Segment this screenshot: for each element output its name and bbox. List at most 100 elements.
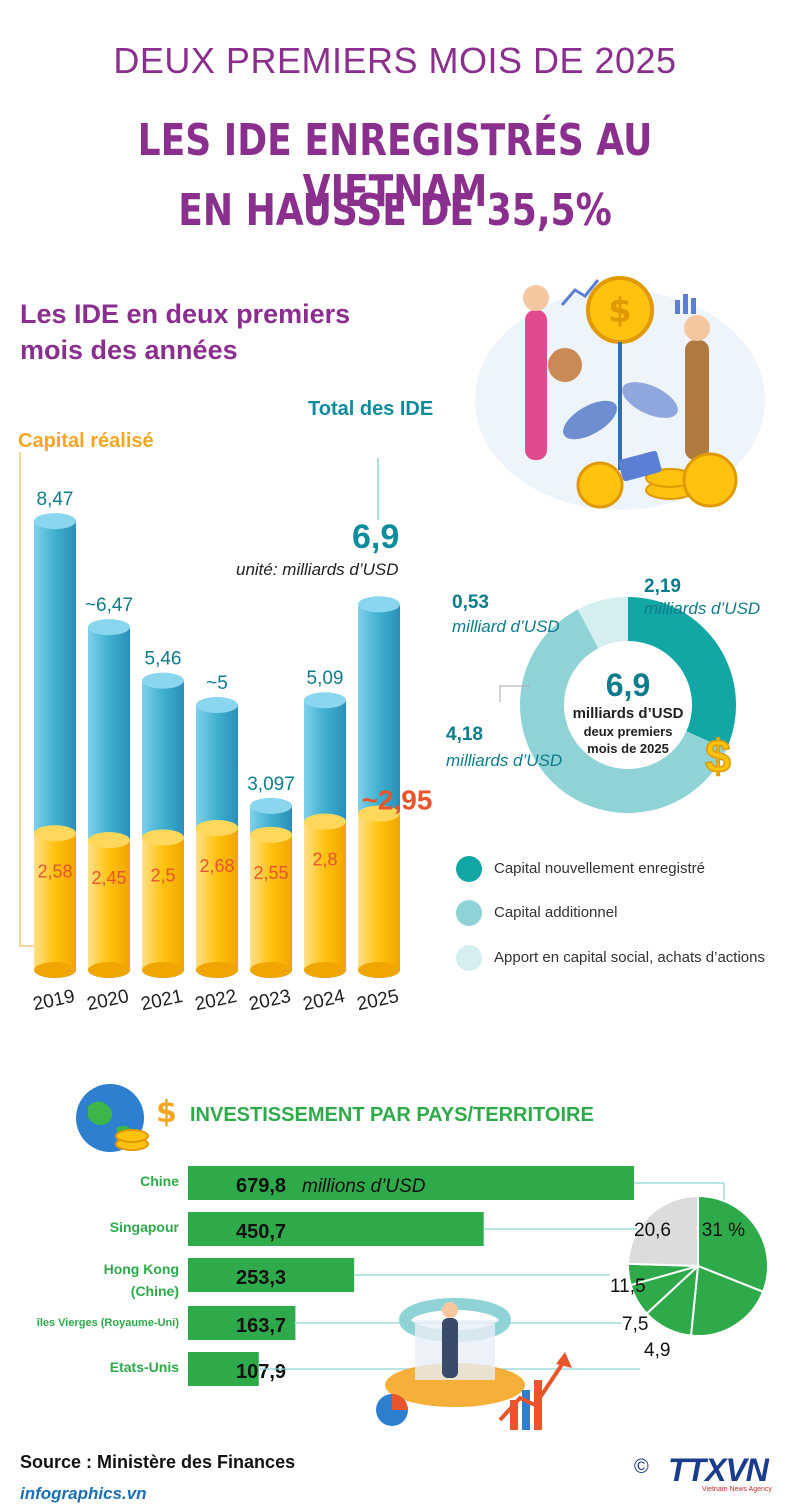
realised-bar-2020 [88, 840, 130, 970]
country-bar-4 [188, 1306, 296, 1340]
total-value-label-2021: 5,46 [145, 649, 182, 670]
investor-woman-head-icon [523, 285, 549, 311]
realised-value-label-2023: 2,55 [253, 863, 288, 883]
mini-bar-icon [675, 300, 680, 314]
realised-value-label-2019: 2,58 [37, 861, 72, 881]
country-pie-label-4: 7,5 [622, 1314, 648, 1335]
leaf-icon [622, 382, 678, 418]
donut-callout-line [499, 685, 530, 702]
realised-bars [34, 805, 400, 978]
country-name-2: Singapour [110, 1219, 180, 1235]
total-bar-top-2019 [34, 513, 76, 530]
donut-slices: $ [520, 597, 736, 813]
trend-arrow-icon [498, 1358, 567, 1422]
website-link[interactable]: infographics.vn [20, 1484, 147, 1503]
realised-bar-2019 [34, 833, 76, 970]
total-value-label-2023: 3,097 [247, 774, 295, 795]
donut-slice-2 [520, 609, 727, 813]
realised-callout-line [19, 452, 36, 947]
country-value-label-3: 253,3 [236, 1267, 286, 1289]
donut-label-new-unit: milliards d’USD [644, 599, 760, 618]
realised-value-label-2021: 2,5 [150, 866, 175, 886]
total-bar-top-2021 [142, 672, 184, 689]
country-section-title: INVESTISSEMENT PAR PAYS/TERRITOIRE [190, 1104, 594, 1126]
investor-man-head-icon [684, 315, 710, 341]
year-tick-labels: 2019 2020 2021 2022 2023 2024 2025 [31, 986, 401, 1015]
realised-bar-base-2022 [196, 962, 238, 978]
brand-subtitle: Vietnam News Agency [702, 1486, 772, 1493]
dollar-coin-icon [576, 461, 624, 509]
coin-icon [115, 1129, 149, 1143]
investor-man-icon [685, 340, 709, 460]
realised-bar-base-2025 [358, 962, 400, 978]
total-bar-top-2022 [196, 697, 238, 713]
country-value-label-2: 450,7 [236, 1221, 286, 1243]
country-bar-chart: 679,8 millions d’USD Chine 450,7 Singapour 25… [36, 1166, 769, 1386]
source-note: Source : Ministère des Finances [20, 1452, 296, 1472]
total-bar-top-2024 [304, 692, 346, 709]
country-pie: 31 % 20,6 11,5 7,5 4,9 [610, 1194, 769, 1361]
copyright-symbol: © [634, 1456, 649, 1478]
banknote-icon [618, 450, 662, 482]
realised-bar-top-2022 [196, 819, 238, 836]
dollar-sign-icon: $ [705, 730, 731, 782]
country-pie-label-1: 31 % [702, 1220, 745, 1241]
person-head-icon [442, 1302, 458, 1318]
realised-bar-base-2019 [34, 962, 76, 978]
realised-bar-base-2024 [304, 962, 346, 978]
year-label-2023: 2023 [247, 986, 293, 1015]
ide-bar-chart: 8,47 2,58 ~6,47 2,45 5,46 2,5 ~5 2,68 3,097 2,55 5… [19, 452, 433, 1015]
country-name-3-line1: Hong Kong [104, 1261, 179, 1277]
country-pie-label-2: 20,6 [634, 1220, 671, 1241]
total-value-label-2022: ~5 [206, 673, 228, 694]
mini-bar-icon [534, 1380, 542, 1430]
section-title: Les IDE en deux premiers mois des années [20, 299, 351, 365]
donut-label-additional-unit: milliards d’USD [446, 751, 562, 770]
country-bar-3 [188, 1258, 355, 1292]
year-label-2019: 2019 [31, 986, 77, 1015]
legend-label-share-purchase: Apport en capital social, achats d’actio… [494, 949, 765, 966]
country-unit-label: millions d’USD [302, 1176, 426, 1197]
brand-logo: TTXVN [668, 1452, 769, 1488]
pie-slice-icon [392, 1394, 408, 1410]
country-bar-5 [188, 1352, 259, 1386]
realised-value-label-2025: ~2,95 [362, 785, 433, 816]
donut-labels: 2,19 milliards d’USD 0,53 milliard d’USD 4,1… [446, 576, 760, 770]
donut-center-caption-2: mois de 2025 [587, 741, 669, 756]
total-bar-top-2025 [358, 596, 400, 613]
country-name-5: Etats-Unis [110, 1359, 179, 1375]
realised-bar-2021 [142, 837, 184, 970]
country-name-4: îles Vierges (Royaume-Uni) [36, 1317, 180, 1329]
donut-label-new-value: 2,19 [644, 576, 681, 597]
country-value-label-4: 163,7 [236, 1315, 286, 1337]
year-label-2022: 2022 [193, 986, 239, 1015]
donut-label-share-value: 0,53 [452, 592, 489, 613]
legend-swatch-additional-capital [456, 900, 482, 926]
headline-line-1: LES IDE ENREGISTRÉS AU VIETNAM [137, 115, 653, 217]
country-value-label-1: 679,8 [236, 1175, 286, 1197]
legend-label-new-capital: Capital nouvellement enregistré [494, 860, 705, 877]
year-label-2025: 2025 [355, 986, 401, 1015]
headline-line-2: EN HAUSSE DE 35,5% [178, 185, 612, 236]
total-value-label-2019: 8,47 [37, 489, 74, 510]
country-rows: 679,8 millions d’USD Chine 450,7 Singapour 25… [36, 1166, 725, 1386]
country-value-label-5: 107,9 [236, 1361, 286, 1383]
realised-series-label: Capital réalisé [18, 430, 154, 452]
legend-label-additional-capital: Capital additionnel [494, 904, 618, 921]
total-2025-value: 6,9 [352, 518, 400, 556]
donut-slice-3 [577, 597, 628, 649]
donut-label-share-unit: milliard d’USD [452, 617, 560, 636]
person-icon [442, 1318, 458, 1378]
realised-value-label-2024: 2,8 [312, 850, 337, 870]
realised-bar-2024 [304, 821, 346, 970]
investor-woman-icon [525, 310, 547, 460]
trend-up-icon [560, 279, 600, 306]
country-name-3-line2: (Chine) [131, 1283, 179, 1299]
supertitle: DEUX PREMIERS MOIS DE 2025 [113, 40, 677, 81]
country-pie-slice-6 [627, 1194, 699, 1268]
year-label-2020: 2020 [85, 986, 131, 1015]
realised-value-label-2020: 2,45 [91, 868, 126, 888]
continent-icon [88, 1101, 113, 1126]
donut-center-caption-1: deux premiers [584, 724, 673, 739]
investment-illustration: $ [475, 276, 765, 510]
